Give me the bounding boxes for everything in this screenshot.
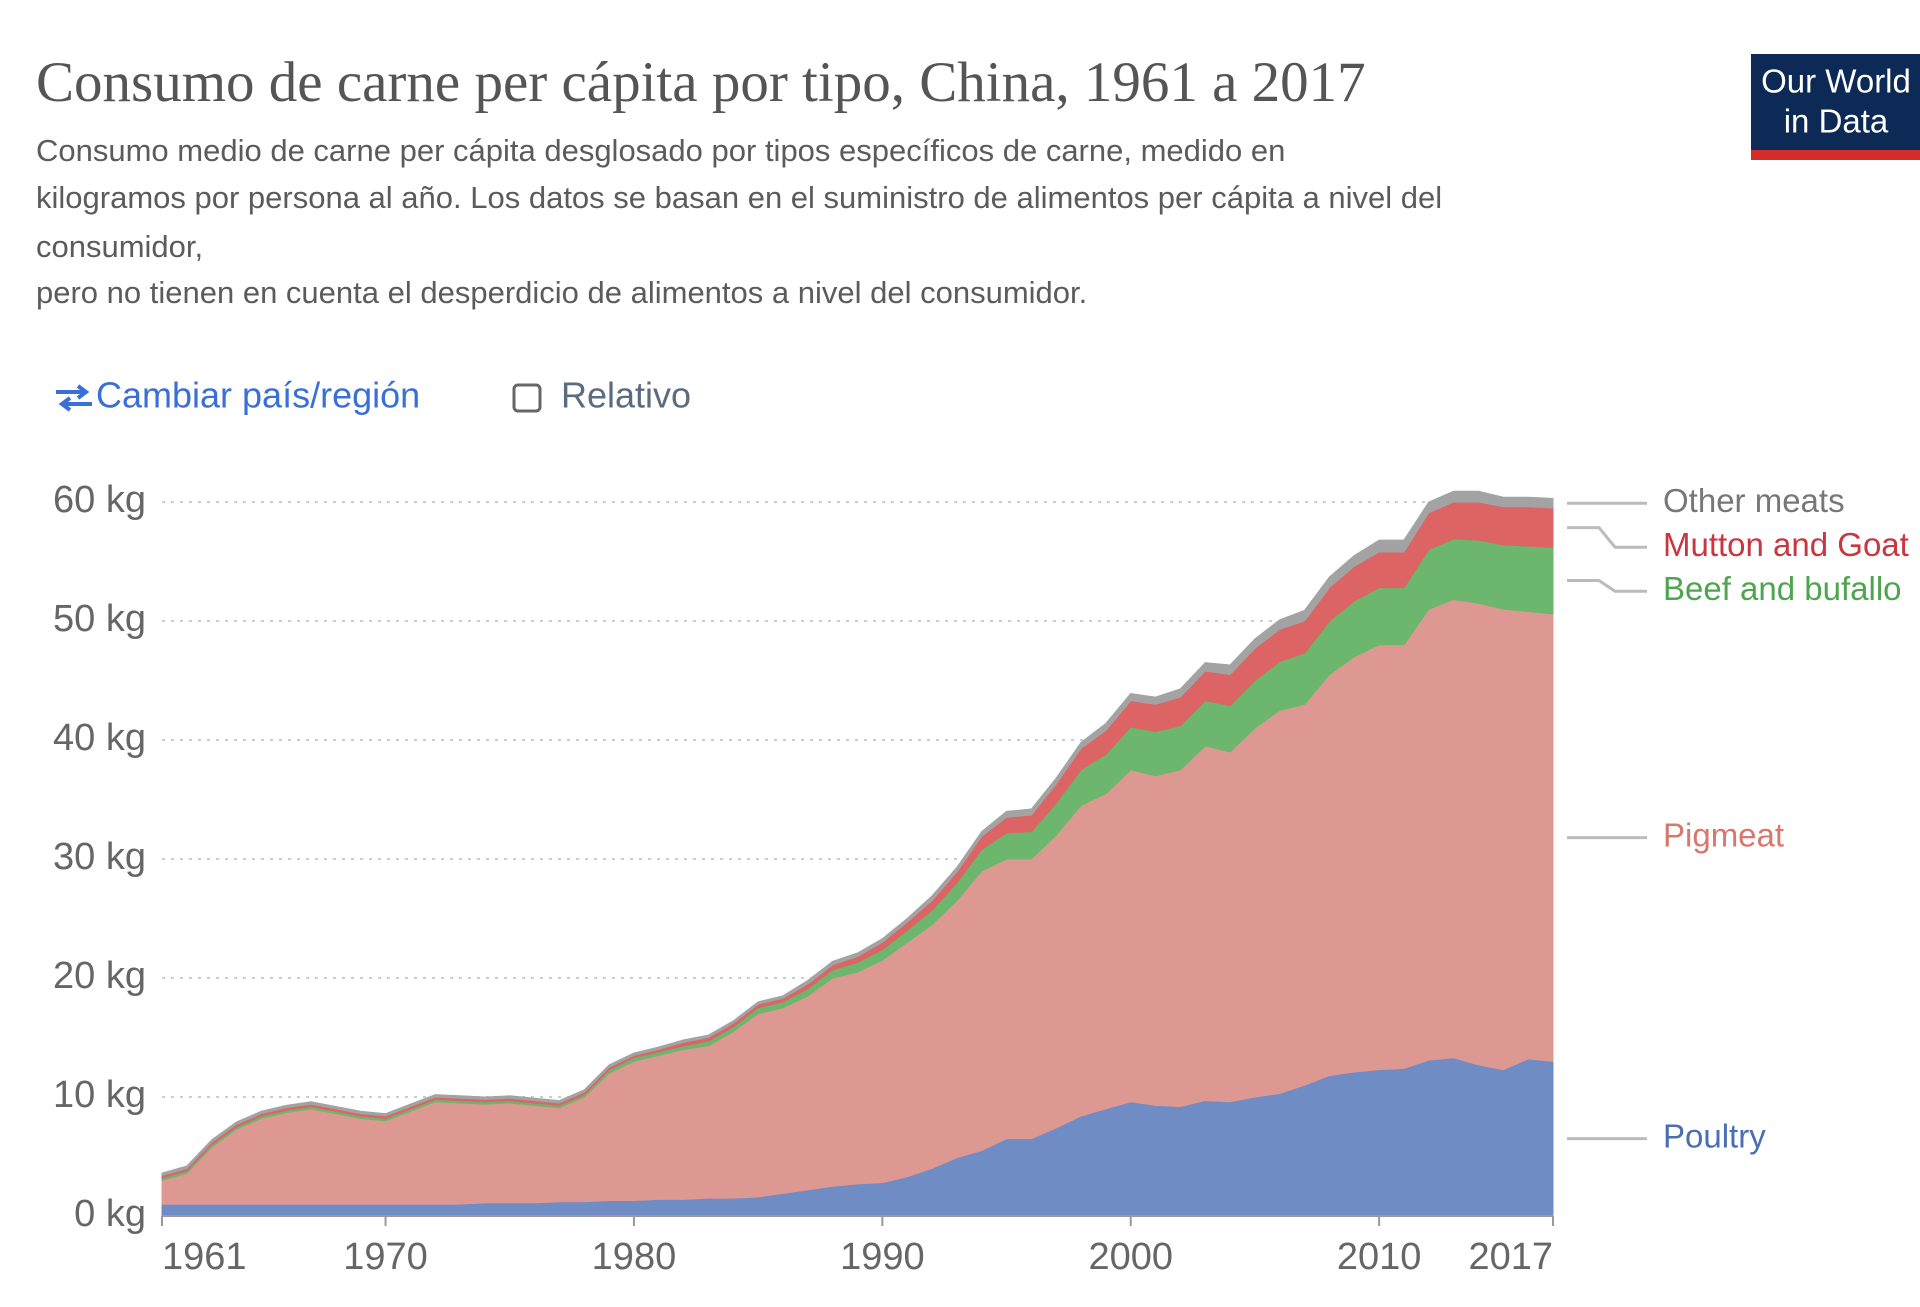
- series-label: Mutton and Goat: [1663, 526, 1909, 563]
- swap-icon: [56, 384, 92, 412]
- subtitle-line: pero no tienen en cuenta el desperdicio …: [36, 275, 1087, 310]
- relative-label[interactable]: Relativo: [561, 375, 691, 416]
- checkbox[interactable]: [512, 383, 542, 413]
- x-tick-label: 2010: [1337, 1236, 1422, 1278]
- y-tick-label: 40 kg: [53, 717, 146, 759]
- y-tick-label: 60 kg: [53, 479, 146, 521]
- logo-text: in Data: [1784, 103, 1889, 140]
- y-tick-label: 30 kg: [53, 836, 146, 878]
- y-tick-label: 50 kg: [53, 598, 146, 640]
- series-label: Beef and bufallo: [1663, 570, 1902, 607]
- logo-box: [1751, 54, 1920, 150]
- change-country[interactable]: Cambiar país/región: [56, 375, 420, 416]
- series-label: Pigmeat: [1663, 816, 1784, 853]
- chart-title: Consumo de carne per cápita por tipo, Ch…: [36, 51, 1366, 114]
- change-country-label[interactable]: Cambiar país/región: [96, 375, 420, 416]
- area: [161, 490, 1554, 1177]
- label-connector: [1567, 579, 1647, 593]
- series-label: Poultry: [1663, 1117, 1766, 1154]
- logo-stripe: [1751, 150, 1920, 160]
- y-tick-label: 10 kg: [53, 1074, 146, 1116]
- y-tick-label: 20 kg: [53, 955, 146, 997]
- logo-text: Our World: [1761, 63, 1911, 100]
- x-tick-label: 1970: [343, 1236, 428, 1278]
- x-tick-label: 2017: [1468, 1236, 1553, 1278]
- subtitle-line: Consumo medio de carne per cápita desglo…: [36, 133, 1285, 168]
- x-tick-label: 1961: [162, 1236, 247, 1278]
- label-connector: [1567, 526, 1647, 549]
- y-tick-label: 0 kg: [74, 1193, 146, 1235]
- x-tick-label: 1990: [840, 1236, 925, 1278]
- logo: Our World in Data: [1751, 54, 1920, 160]
- x-tick-label: 1980: [592, 1236, 677, 1278]
- subtitle-line: kilogramos por persona al año. Los datos…: [36, 180, 1442, 215]
- relative-toggle[interactable]: Relativo: [512, 375, 691, 416]
- series-label: Other meats: [1663, 482, 1845, 519]
- x-tick-label: 2000: [1088, 1236, 1173, 1278]
- subtitle-line: consumidor,: [36, 229, 203, 264]
